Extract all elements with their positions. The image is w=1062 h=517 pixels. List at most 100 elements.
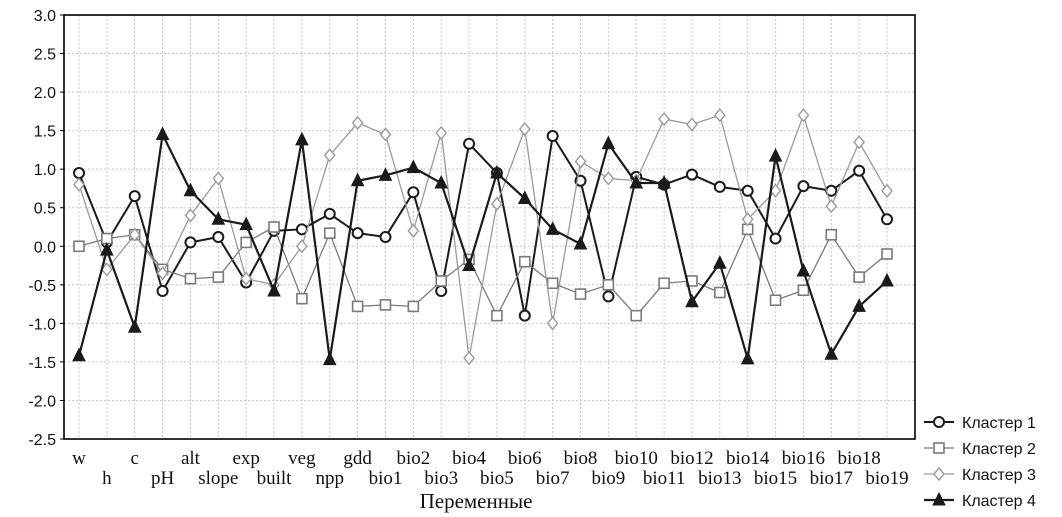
data-point bbox=[407, 186, 420, 199]
series-1 bbox=[73, 130, 893, 322]
x-tick-label: h bbox=[102, 468, 112, 489]
data-point bbox=[573, 235, 588, 250]
data-point bbox=[127, 319, 142, 333]
plot-frame bbox=[63, 14, 916, 440]
y-tick-label: -1.5 bbox=[28, 355, 56, 372]
data-point bbox=[73, 240, 85, 253]
x-tick-label: alt bbox=[181, 448, 201, 469]
data-point bbox=[155, 126, 170, 140]
data-point bbox=[295, 239, 308, 254]
data-point bbox=[323, 148, 336, 163]
data-point bbox=[351, 115, 364, 131]
data-point bbox=[240, 236, 252, 249]
x-tick-label: veg bbox=[288, 448, 316, 469]
data-point bbox=[574, 288, 587, 300]
legend-label: Кластер 3 bbox=[962, 467, 1036, 484]
data-point bbox=[323, 207, 336, 220]
data-point bbox=[406, 159, 421, 174]
data-point bbox=[797, 180, 810, 193]
data-point bbox=[602, 279, 615, 291]
data-point bbox=[267, 282, 281, 297]
legend-item: Кластер 3 bbox=[924, 466, 1036, 484]
data-point bbox=[435, 125, 448, 141]
data-point bbox=[100, 262, 113, 277]
x-tick-label: bio9 bbox=[591, 468, 625, 489]
x-tick-label: pH bbox=[151, 468, 175, 489]
y-tick-label: -2.5 bbox=[28, 432, 56, 449]
legend-marker bbox=[933, 416, 945, 428]
x-tick-label: bio1 bbox=[369, 468, 403, 489]
data-point bbox=[407, 223, 420, 238]
legend-item: Кластер 2 bbox=[924, 441, 1036, 458]
x-tick-label: w bbox=[72, 448, 86, 469]
data-point bbox=[881, 213, 893, 226]
legend-label: Кластер 1 bbox=[962, 415, 1036, 432]
x-tick-label: bio4 bbox=[452, 448, 486, 469]
data-point bbox=[463, 350, 475, 366]
data-point bbox=[630, 309, 643, 322]
data-point bbox=[629, 174, 644, 189]
data-point bbox=[518, 122, 531, 137]
y-tick-label: 1.5 bbox=[34, 124, 56, 141]
data-point bbox=[881, 183, 893, 198]
data-point bbox=[546, 277, 559, 290]
x-tick-label: bio15 bbox=[754, 468, 797, 489]
data-point bbox=[378, 167, 393, 181]
data-point bbox=[657, 174, 671, 189]
legend-item: Кластер 4 bbox=[924, 491, 1036, 510]
data-point bbox=[546, 130, 559, 143]
y-tick-label: 0.0 bbox=[34, 239, 56, 256]
data-point bbox=[379, 231, 392, 244]
data-point bbox=[545, 221, 560, 235]
data-point bbox=[740, 350, 755, 365]
y-axis-ticks: 3.0 2.5 2.0 1.5 1.0 0.5 0.0 -0.5 -1.0 -1.5 -2.0 -2.… bbox=[28, 8, 64, 449]
data-point bbox=[853, 271, 865, 283]
y-tick-label: 1.0 bbox=[34, 162, 56, 179]
data-point bbox=[156, 284, 169, 297]
data-point bbox=[268, 221, 280, 233]
data-point bbox=[73, 177, 85, 192]
legend-item: Кластер 1 bbox=[924, 415, 1036, 432]
y-tick-label: -2.0 bbox=[28, 393, 56, 410]
x-tick-label: bio6 bbox=[508, 448, 542, 469]
data-point bbox=[825, 228, 838, 241]
x-axis-title: Переменные bbox=[420, 489, 533, 513]
y-tick-label: -1.0 bbox=[28, 316, 56, 333]
data-point bbox=[796, 262, 811, 277]
data-point bbox=[183, 182, 198, 197]
data-point bbox=[769, 294, 782, 307]
data-point bbox=[211, 211, 226, 225]
data-point bbox=[853, 135, 866, 150]
data-point bbox=[713, 180, 726, 193]
data-point bbox=[658, 277, 670, 290]
y-tick-label: 0.5 bbox=[34, 201, 56, 218]
x-tick-label: bio18 bbox=[837, 448, 880, 469]
data-point bbox=[602, 290, 615, 303]
data-point bbox=[72, 347, 86, 362]
data-point bbox=[212, 171, 225, 186]
data-point bbox=[768, 147, 783, 162]
series-2 bbox=[73, 221, 893, 322]
data-point bbox=[574, 154, 587, 169]
data-point bbox=[769, 183, 782, 198]
y-tick-label: -0.5 bbox=[28, 278, 56, 295]
series-4 bbox=[72, 126, 894, 366]
data-point bbox=[184, 236, 197, 249]
data-point bbox=[491, 196, 503, 211]
data-point bbox=[852, 298, 866, 312]
legend-marker bbox=[932, 491, 946, 506]
data-point bbox=[824, 346, 839, 360]
x-tick-label: bio12 bbox=[670, 448, 713, 469]
x-tick-label: bio2 bbox=[396, 448, 430, 469]
data-point bbox=[797, 108, 810, 123]
data-point bbox=[156, 266, 169, 281]
data-point bbox=[825, 199, 838, 214]
legend-marker bbox=[933, 442, 945, 454]
legend: Кластер 1 Кластер 2 Кластер 3 Кластер 4 bbox=[924, 415, 1036, 510]
x-axis-ticks: whcpHaltslopeexpbuiltvegnppgddbio1bio2bi… bbox=[72, 448, 909, 489]
data-point bbox=[685, 168, 698, 181]
data-point bbox=[322, 351, 337, 366]
data-point bbox=[602, 171, 615, 186]
series-3 bbox=[73, 108, 893, 366]
data-point bbox=[184, 272, 197, 285]
